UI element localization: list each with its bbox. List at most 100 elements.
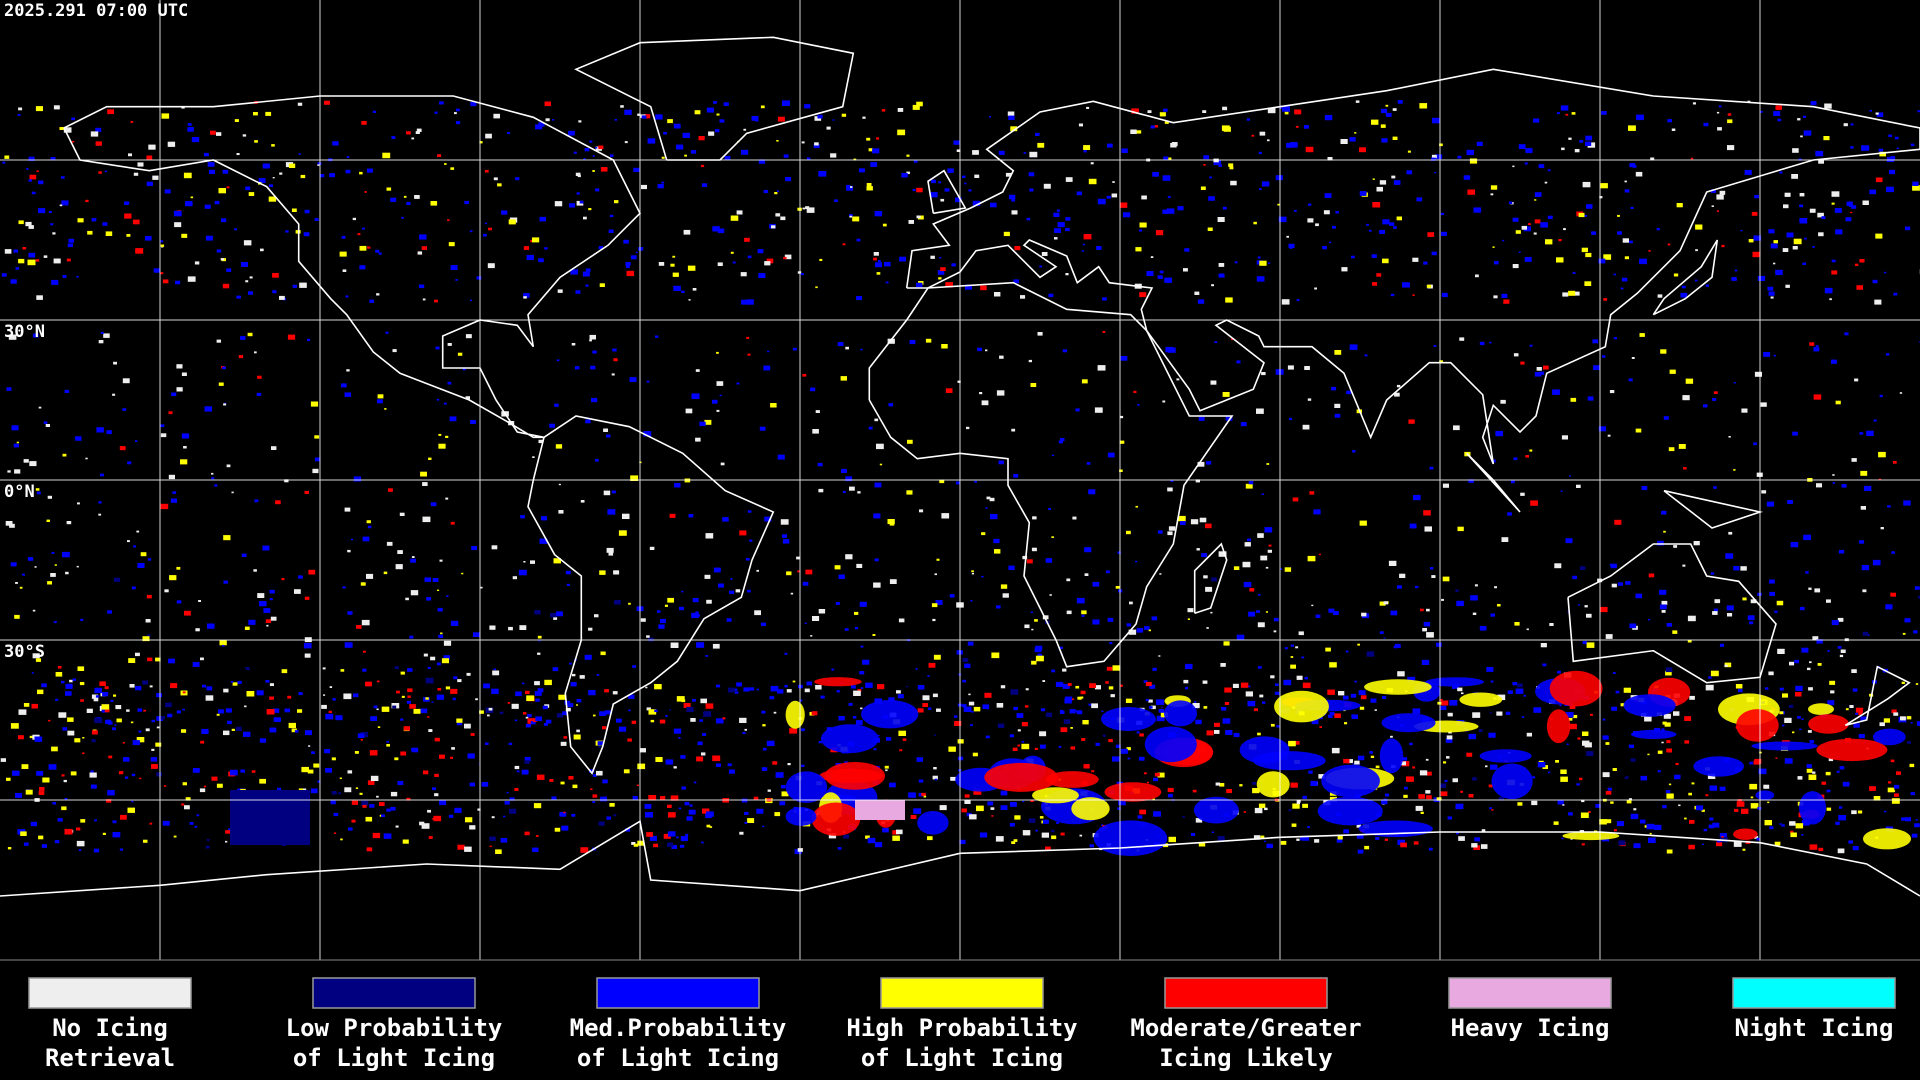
icing-pixel (303, 643, 312, 649)
icing-pixel (1749, 761, 1754, 765)
icing-pixel (331, 757, 336, 761)
icing-pixel (164, 589, 169, 593)
icing-pixel (1261, 493, 1264, 495)
icing-pixel (270, 616, 277, 621)
icing-pixel (1801, 820, 1810, 826)
icing-pixel (836, 690, 840, 693)
icing-pixel (555, 611, 563, 617)
icing-pixel (104, 686, 109, 690)
icing-pixel (291, 208, 297, 212)
icing-pixel (1304, 366, 1310, 370)
icing-pixel (1753, 760, 1760, 765)
icing-pixel (1205, 586, 1213, 592)
icing-pixel (470, 733, 475, 736)
icing-pixel (1082, 243, 1085, 246)
icing-pixel (1427, 232, 1435, 237)
icing-pixel (1307, 555, 1316, 562)
icing-pixel (1254, 807, 1263, 814)
icing-pixel (222, 283, 230, 289)
icing-pixel (1185, 687, 1188, 690)
icing-pixel (1350, 693, 1357, 698)
icing-pixel (770, 403, 777, 408)
icing-pixel (682, 132, 690, 138)
icing-pixel (1500, 399, 1506, 404)
icing-pixel (1501, 293, 1508, 298)
icing-pixel (1754, 371, 1762, 377)
icing-pixel (644, 804, 652, 809)
icing-pixel (1887, 505, 1891, 508)
icing-pixel (1630, 813, 1639, 820)
icing-pixel (1902, 632, 1906, 635)
icing-pixel (1065, 217, 1071, 221)
icing-pixel (346, 369, 350, 372)
icing-pixel (342, 269, 347, 272)
icing-pixel (1445, 738, 1453, 743)
icing-pixel (135, 248, 144, 254)
icing-pixel (59, 204, 63, 207)
icing-pixel (1644, 716, 1652, 722)
icing-pixel (1613, 337, 1617, 340)
icing-pixel (1661, 600, 1668, 605)
icing-pixel (1119, 440, 1125, 444)
icing-pixel (783, 256, 787, 260)
icing-pixel (747, 510, 752, 513)
icing-pixel (196, 814, 200, 817)
icing-pixel (1894, 793, 1899, 797)
icing-pixel (1259, 260, 1267, 266)
icing-pixel (1491, 459, 1496, 463)
icing-pixel (383, 833, 392, 839)
icing-pixel (1425, 758, 1429, 761)
icing-pixel (142, 680, 148, 685)
icing-pixel (1379, 631, 1384, 634)
icing-pixel (216, 132, 222, 136)
icing-pixel (589, 339, 592, 342)
icing-pixel (589, 769, 595, 773)
icing-pixel (813, 144, 820, 149)
legend-label: of Light Icing (861, 1044, 1063, 1072)
icing-pixel (1264, 807, 1268, 811)
icing-pixel (288, 163, 296, 168)
icing-pixel (706, 824, 711, 828)
icing-pixel (50, 573, 56, 577)
icing-pixel (1437, 701, 1442, 705)
icing-pixel (1890, 592, 1896, 597)
icing-pixel (1463, 175, 1471, 180)
icing-pixel (1523, 694, 1526, 697)
icing-pixel (667, 597, 674, 603)
icing-pixel (1501, 537, 1509, 542)
icing-pixel (126, 709, 130, 712)
icing-pixel (1156, 715, 1165, 722)
icing-pixel (76, 840, 85, 847)
icing-pixel (1359, 191, 1367, 196)
icing-pixel (1084, 573, 1089, 576)
icing-pixel (1468, 794, 1474, 798)
icing-pixel (706, 599, 712, 604)
icing-pixel (406, 202, 411, 205)
icing-pixel (1441, 598, 1444, 601)
icing-pixel (629, 377, 637, 382)
icing-pixel (1425, 790, 1431, 794)
icing-pixel (995, 836, 1004, 842)
icing-pixel (979, 392, 983, 395)
icing-pixel (246, 691, 255, 697)
icing-pixel (375, 249, 380, 253)
icing-pixel (310, 788, 318, 794)
icing-pixel (521, 769, 529, 775)
icing-pixel (187, 123, 192, 126)
icing-pixel (1783, 204, 1789, 209)
icing-pixel (1229, 166, 1234, 170)
icing-pixel (928, 662, 936, 668)
icing-pixel (1782, 248, 1789, 252)
icing-pixel (1302, 803, 1308, 808)
icing-pixel (1029, 151, 1038, 158)
icing-pixel (25, 221, 32, 227)
icing-pixel (607, 509, 616, 515)
icing-pixel (406, 131, 411, 135)
icing-pixel (549, 423, 555, 428)
icing-pixel (527, 714, 532, 718)
icing-pixel (1695, 805, 1703, 811)
icing-pixel (114, 577, 121, 582)
icing-pixel (262, 545, 270, 551)
icing-pixel (344, 642, 353, 648)
icing-pixel (1225, 297, 1233, 303)
